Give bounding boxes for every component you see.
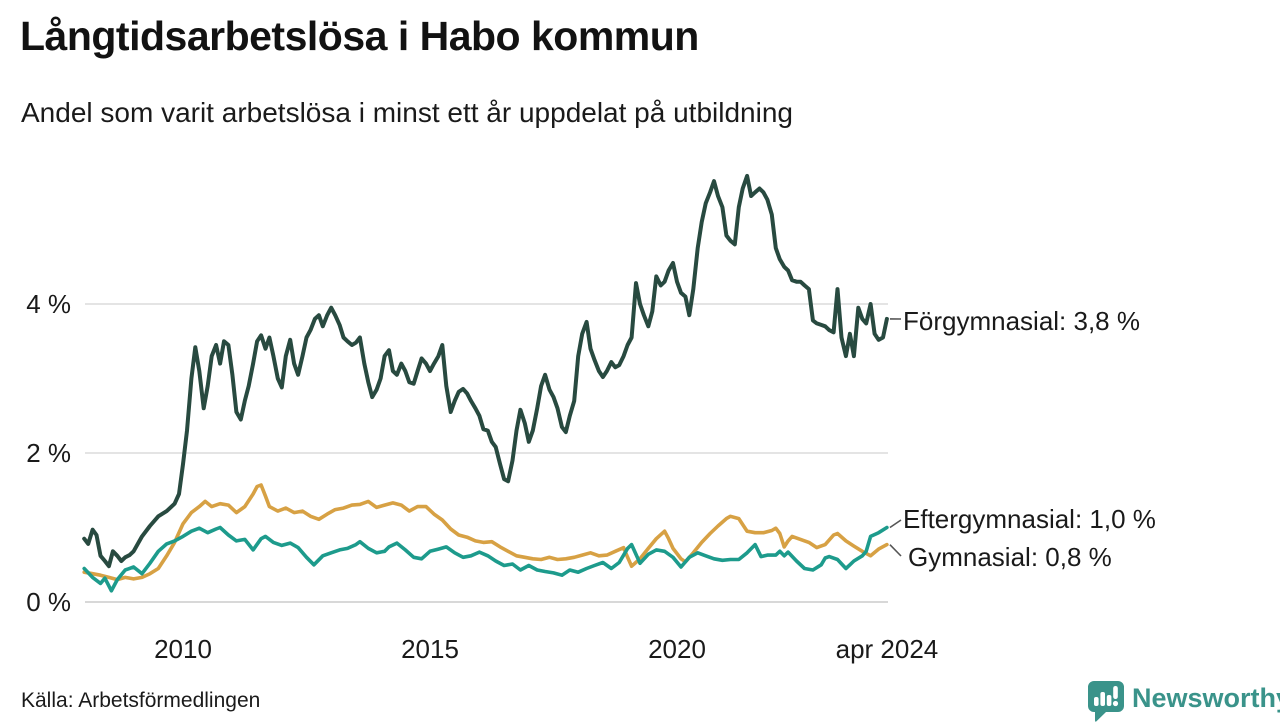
newsworthy-logo-icon — [1085, 680, 1124, 722]
source-note: Källa: Arbetsförmedlingen — [21, 689, 260, 713]
x-tick-label: 2010 — [154, 634, 212, 664]
newsworthy-brand: Newsworthy — [1085, 680, 1280, 722]
y-tick-label: 0 % — [26, 587, 71, 617]
label-connector-eftergymnasial — [890, 520, 901, 528]
series-line-eftergymnasial — [84, 528, 887, 591]
series-end-label-gymnasial: Gymnasial: 0,8 % — [908, 540, 1112, 575]
series-line-forgymnasial — [84, 176, 887, 566]
y-tick-label: 2 % — [26, 438, 71, 468]
x-tick-label: apr 2024 — [836, 634, 939, 664]
label-connector-gymnasial — [890, 545, 901, 556]
series-end-label-eftergymnasial: Eftergymnasial: 1,0 % — [903, 502, 1156, 537]
x-tick-label: 2020 — [648, 634, 706, 664]
series-end-label-forgymnasial: Förgymnasial: 3,8 % — [903, 304, 1140, 339]
newsworthy-brand-text: Newsworthy — [1132, 683, 1280, 714]
x-tick-label: 2015 — [401, 634, 459, 664]
y-tick-label: 4 % — [26, 289, 71, 319]
